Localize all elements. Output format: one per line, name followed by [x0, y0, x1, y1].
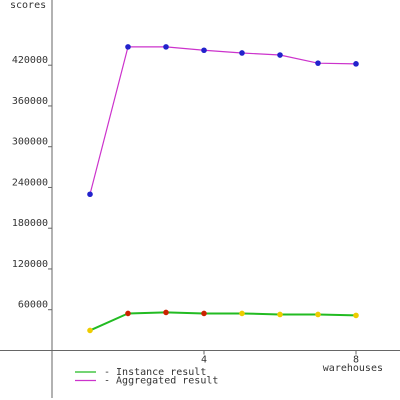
x-tick-label: 8: [353, 354, 359, 365]
data-point: [277, 52, 283, 58]
data-point: [353, 61, 359, 67]
x-axis-label: warehouses: [323, 363, 383, 374]
y-tick-label: 120000: [12, 259, 48, 270]
legend-label: - Instance result: [104, 367, 206, 378]
data-point: [87, 191, 93, 198]
data-point: [239, 310, 245, 317]
series-line: [89, 311, 357, 332]
data-point: [163, 309, 169, 316]
legend-label: - Aggregated result: [104, 376, 218, 387]
y-tick-label: 360000: [12, 96, 48, 107]
y-axis-label: scores: [10, 0, 46, 11]
data-point: [125, 310, 131, 317]
data-point: [163, 44, 169, 50]
data-point: [353, 312, 359, 319]
data-point: [239, 50, 245, 56]
data-point: [315, 311, 321, 318]
data-point: [201, 310, 207, 317]
series-line: [89, 46, 357, 195]
data-point: [125, 44, 131, 50]
y-tick-label: 60000: [18, 300, 48, 311]
data-point: [87, 327, 93, 334]
y-tick-label: 180000: [12, 218, 48, 229]
y-tick-label: 240000: [12, 177, 48, 188]
y-tick-label: 300000: [12, 137, 48, 148]
data-point: [277, 311, 283, 318]
data-point: [201, 47, 207, 54]
x-tick-label: 4: [201, 354, 207, 365]
data-point: [315, 60, 321, 66]
y-tick-label: 420000: [12, 55, 48, 66]
